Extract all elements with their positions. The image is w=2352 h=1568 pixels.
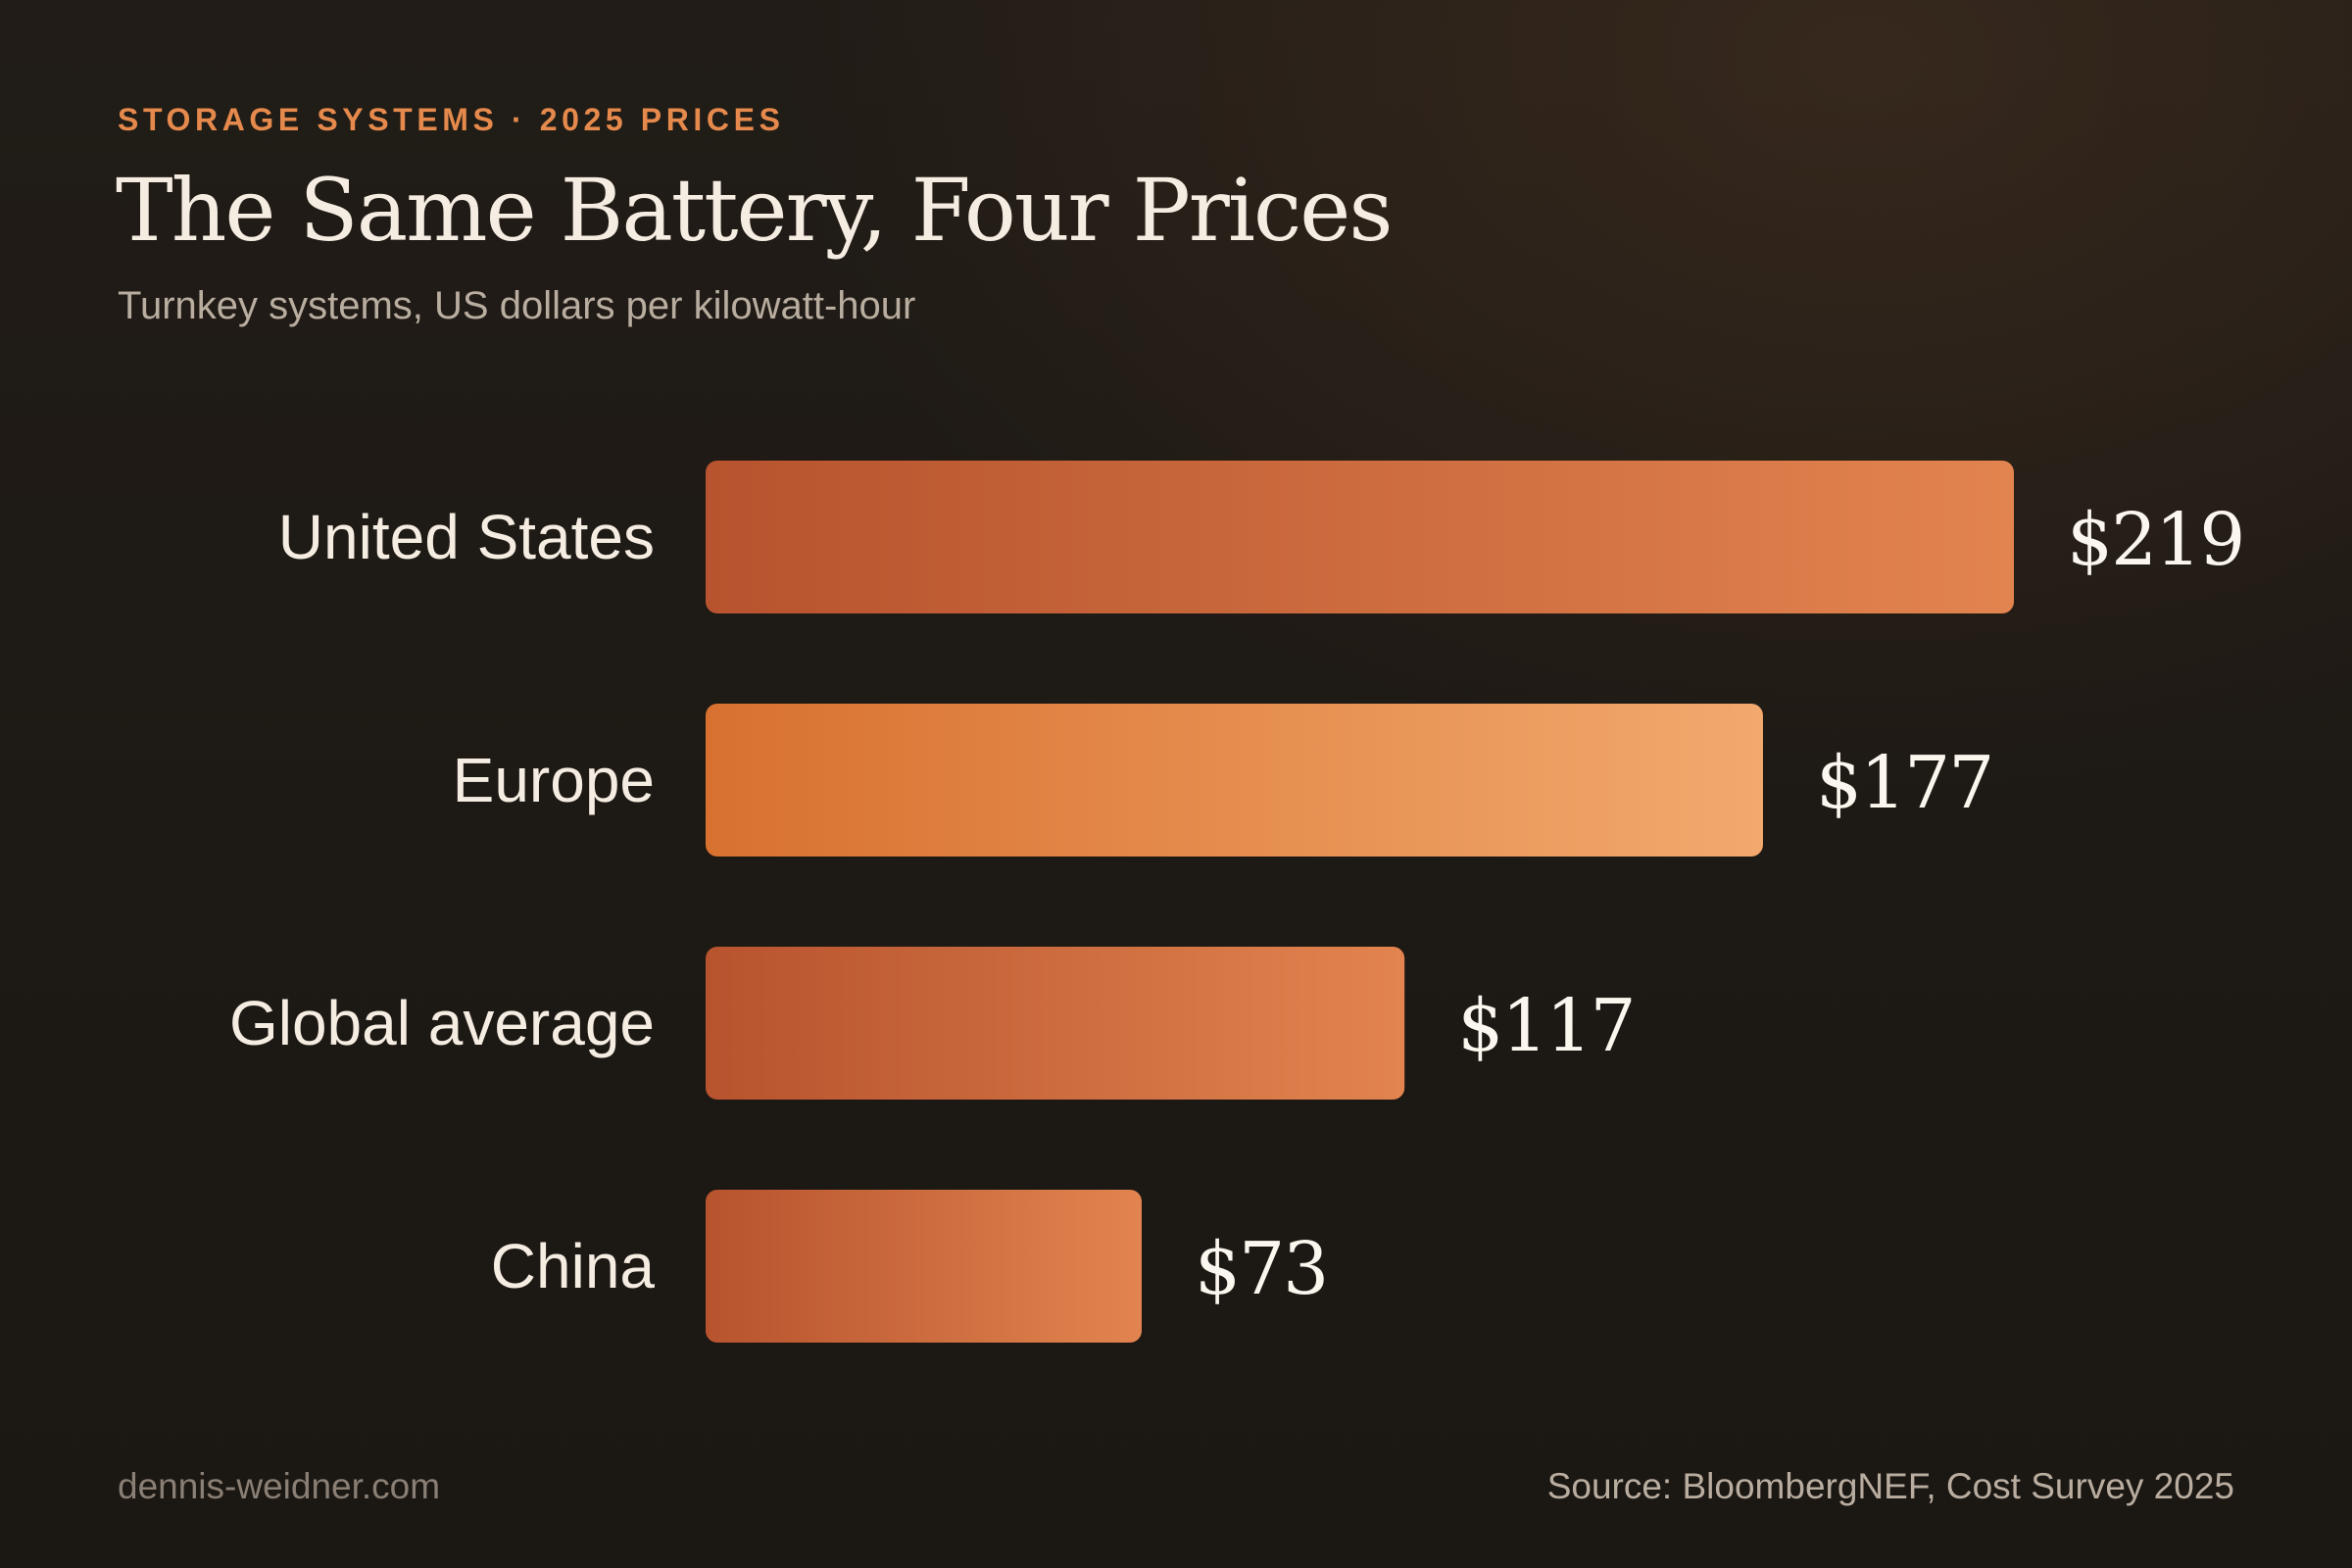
category-label-china: China xyxy=(491,1231,656,1301)
footer-source: Source: BloombergNEF, Cost Survey 2025 xyxy=(1546,1466,2234,1506)
value-label-europe: $177 xyxy=(1816,741,1992,825)
chart-eyebrow: STORAGE SYSTEMS · 2025 PRICES xyxy=(118,102,785,137)
category-label-united-states: United States xyxy=(278,502,655,572)
bar-global-average xyxy=(706,947,1405,1100)
bar-united-states xyxy=(706,461,2014,613)
category-label-europe: Europe xyxy=(453,745,655,815)
chart-title: The Same Battery, Four Prices xyxy=(116,160,1394,261)
bar-china xyxy=(706,1190,1142,1343)
value-label-global-average: $117 xyxy=(1457,984,1634,1068)
footer-site: dennis-weidner.com xyxy=(118,1466,441,1506)
bars-group: United States $219 Europe $177 Global averag… xyxy=(229,461,2245,1343)
category-label-global-average: Global average xyxy=(229,988,655,1058)
chart-subtitle: Turnkey systems, US dollars per kilowatt… xyxy=(118,284,916,327)
bar-europe xyxy=(706,704,1763,857)
value-label-united-states: $219 xyxy=(2067,498,2243,582)
value-label-china: $73 xyxy=(1195,1227,1327,1311)
